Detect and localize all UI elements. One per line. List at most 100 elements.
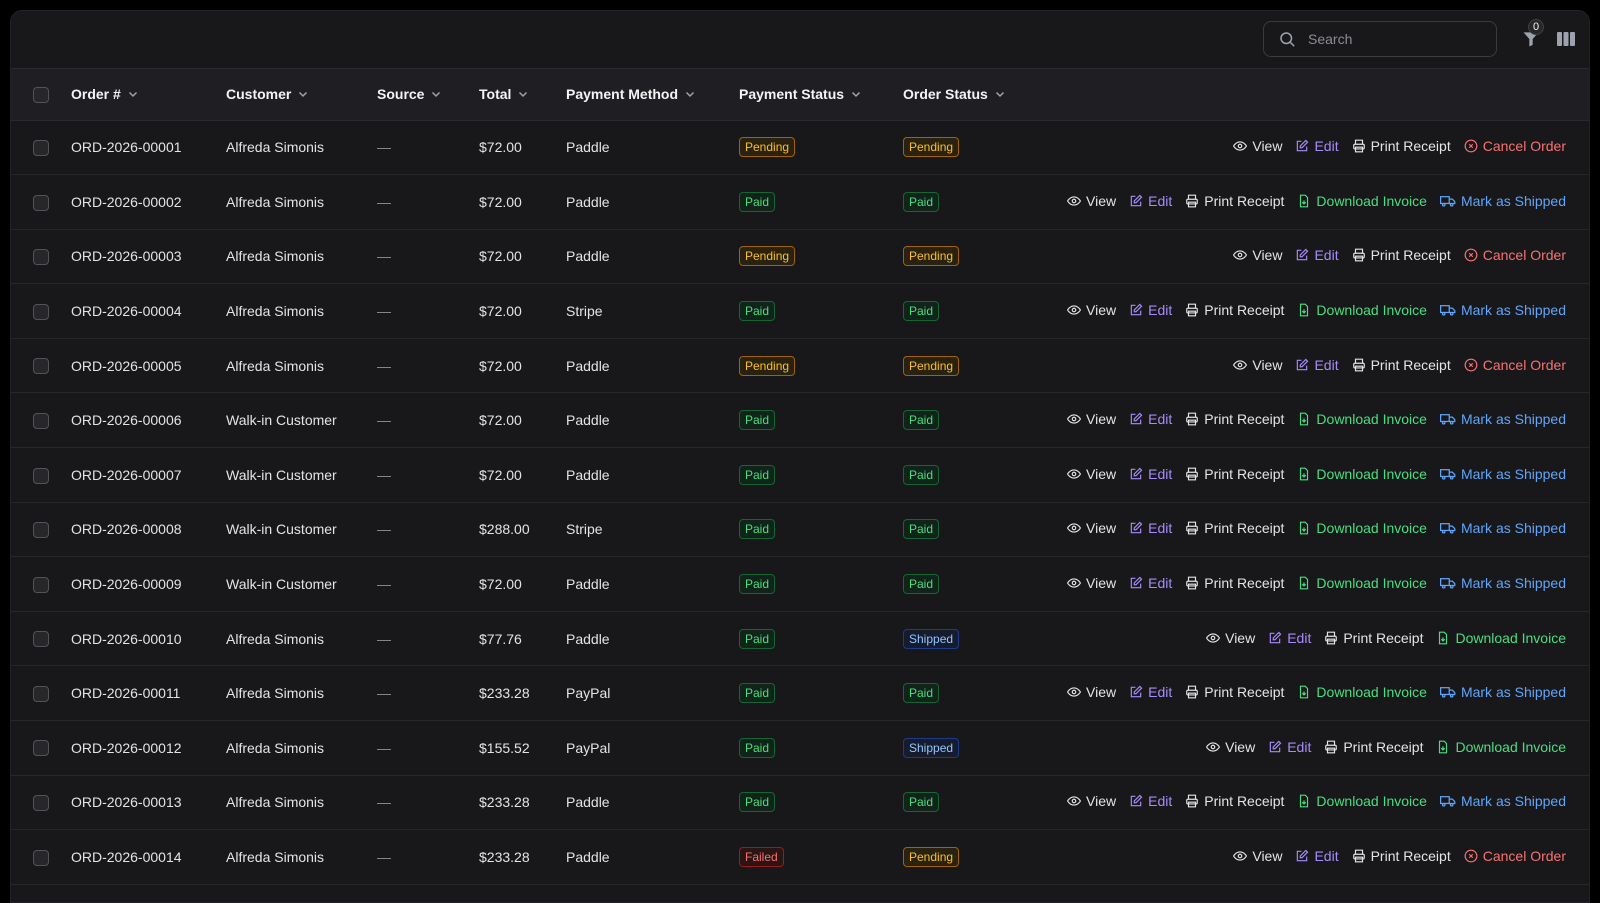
sort-order[interactable]: Order #	[71, 86, 139, 102]
header-order[interactable]: Order #	[71, 69, 226, 120]
view-button[interactable]: View	[1206, 630, 1255, 646]
table-row[interactable]: ORD-2026-00011 Alfreda Simonis — $233.28 Pay…	[11, 666, 1589, 721]
print-receipt-button[interactable]: Print Receipt	[1185, 302, 1284, 318]
table-row[interactable]: ORD-2026-00002 Alfreda Simonis — $72.00 Padd…	[11, 175, 1589, 230]
print-receipt-button[interactable]: Print Receipt	[1352, 848, 1451, 864]
print-receipt-button[interactable]: Print Receipt	[1185, 684, 1284, 700]
print-receipt-button[interactable]: Print Receipt	[1324, 739, 1423, 755]
view-button[interactable]: View	[1067, 302, 1116, 318]
download-invoice-button[interactable]: Download Invoice	[1297, 302, 1427, 318]
print-receipt-button[interactable]: Print Receipt	[1185, 575, 1284, 591]
row-checkbox[interactable]	[33, 631, 49, 648]
edit-button[interactable]: Edit	[1295, 357, 1339, 373]
edit-button[interactable]: Edit	[1129, 520, 1172, 536]
print-receipt-button[interactable]: Print Receipt	[1352, 138, 1451, 154]
row-checkbox[interactable]	[33, 303, 49, 320]
header-source[interactable]: Source	[377, 69, 479, 120]
view-button[interactable]: View	[1067, 575, 1116, 591]
view-button[interactable]: View	[1233, 357, 1282, 373]
cancel-order-button[interactable]: Cancel Order	[1464, 247, 1566, 263]
row-checkbox[interactable]	[33, 576, 49, 593]
view-button[interactable]: View	[1067, 520, 1116, 536]
header-payment-method[interactable]: Payment Method	[566, 69, 739, 120]
table-row[interactable]: ORD-2026-00005 Alfreda Simonis — $72.00 Padd…	[11, 338, 1589, 393]
table-row[interactable]: ORD-2026-00012 Alfreda Simonis — $155.52 Pay…	[11, 721, 1589, 776]
mark-as-shipped-button[interactable]: Mark as Shipped	[1439, 411, 1566, 427]
edit-button[interactable]: Edit	[1129, 193, 1172, 209]
sort-customer[interactable]: Customer	[226, 86, 309, 102]
search-box[interactable]	[1263, 21, 1497, 57]
download-invoice-button[interactable]: Download Invoice	[1297, 466, 1427, 482]
view-button[interactable]: View	[1067, 193, 1116, 209]
row-checkbox[interactable]	[33, 467, 49, 484]
view-button[interactable]: View	[1067, 411, 1116, 427]
row-checkbox[interactable]	[33, 139, 49, 156]
table-row[interactable]: ORD-2026-00004 Alfreda Simonis — $72.00 Stri…	[11, 284, 1589, 339]
view-button[interactable]: View	[1233, 848, 1282, 864]
cancel-order-button[interactable]: Cancel Order	[1464, 138, 1566, 154]
print-receipt-button[interactable]: Print Receipt	[1185, 520, 1284, 536]
table-row[interactable]: ORD-2026-00006 Walk-in Customer — $72.00 Pad…	[11, 393, 1589, 448]
edit-button[interactable]: Edit	[1129, 466, 1172, 482]
table-row[interactable]: ORD-2026-00003 Alfreda Simonis — $72.00 Padd…	[11, 229, 1589, 284]
view-button[interactable]: View	[1233, 247, 1282, 263]
print-receipt-button[interactable]: Print Receipt	[1185, 793, 1284, 809]
row-checkbox[interactable]	[33, 740, 49, 757]
edit-button[interactable]: Edit	[1295, 247, 1339, 263]
mark-as-shipped-button[interactable]: Mark as Shipped	[1439, 793, 1566, 809]
view-button[interactable]: View	[1067, 466, 1116, 482]
mark-as-shipped-button[interactable]: Mark as Shipped	[1439, 466, 1566, 482]
download-invoice-button[interactable]: Download Invoice	[1297, 520, 1427, 536]
edit-button[interactable]: Edit	[1129, 575, 1172, 591]
download-invoice-button[interactable]: Download Invoice	[1297, 575, 1427, 591]
table-row[interactable]: ORD-2026-00007 Walk-in Customer — $72.00 Pad…	[11, 448, 1589, 503]
print-receipt-button[interactable]: Print Receipt	[1185, 411, 1284, 427]
header-customer[interactable]: Customer	[226, 69, 377, 120]
download-invoice-button[interactable]: Download Invoice	[1297, 793, 1427, 809]
sort-source[interactable]: Source	[377, 86, 442, 102]
header-order-status[interactable]: Order Status	[903, 69, 1053, 120]
table-row[interactable]: ORD-2026-00009 Walk-in Customer — $72.00 Pad…	[11, 557, 1589, 612]
edit-button[interactable]: Edit	[1129, 411, 1172, 427]
row-checkbox[interactable]	[33, 412, 49, 429]
select-all-checkbox[interactable]	[33, 86, 49, 103]
filter-button[interactable]	[1521, 29, 1545, 51]
view-button[interactable]: View	[1233, 138, 1282, 154]
edit-button[interactable]: Edit	[1295, 848, 1339, 864]
row-checkbox[interactable]	[33, 249, 49, 266]
mark-as-shipped-button[interactable]: Mark as Shipped	[1439, 193, 1566, 209]
header-payment-status[interactable]: Payment Status	[739, 69, 903, 120]
print-receipt-button[interactable]: Print Receipt	[1185, 193, 1284, 209]
table-row[interactable]: ORD-2026-00010 Alfreda Simonis — $77.76 Padd…	[11, 611, 1589, 666]
cancel-order-button[interactable]: Cancel Order	[1464, 848, 1566, 864]
row-checkbox[interactable]	[33, 795, 49, 812]
sort-total[interactable]: Total	[479, 86, 529, 102]
search-input[interactable]	[1306, 30, 1480, 48]
print-receipt-button[interactable]: Print Receipt	[1352, 247, 1451, 263]
edit-button[interactable]: Edit	[1295, 138, 1339, 154]
column-toggle-button[interactable]	[1556, 30, 1576, 50]
download-invoice-button[interactable]: Download Invoice	[1436, 630, 1566, 646]
sort-order-status[interactable]: Order Status	[903, 86, 1006, 102]
row-checkbox[interactable]	[33, 194, 49, 211]
table-row[interactable]: ORD-2026-00008 Walk-in Customer — $288.00 St…	[11, 502, 1589, 557]
download-invoice-button[interactable]: Download Invoice	[1436, 739, 1566, 755]
print-receipt-button[interactable]: Print Receipt	[1185, 466, 1284, 482]
row-checkbox[interactable]	[33, 685, 49, 702]
cancel-order-button[interactable]: Cancel Order	[1464, 357, 1566, 373]
table-row[interactable]: ORD-2026-00001 Alfreda Simonis — $72.00 Padd…	[11, 120, 1589, 175]
row-checkbox[interactable]	[33, 358, 49, 375]
row-checkbox[interactable]	[33, 849, 49, 866]
edit-button[interactable]: Edit	[1268, 739, 1311, 755]
edit-button[interactable]: Edit	[1129, 684, 1172, 700]
edit-button[interactable]: Edit	[1268, 630, 1311, 646]
view-button[interactable]: View	[1067, 684, 1116, 700]
mark-as-shipped-button[interactable]: Mark as Shipped	[1439, 302, 1566, 318]
download-invoice-button[interactable]: Download Invoice	[1297, 684, 1427, 700]
mark-as-shipped-button[interactable]: Mark as Shipped	[1439, 684, 1566, 700]
print-receipt-button[interactable]: Print Receipt	[1352, 357, 1451, 373]
sort-payment-status[interactable]: Payment Status	[739, 86, 862, 102]
print-receipt-button[interactable]: Print Receipt	[1324, 630, 1423, 646]
download-invoice-button[interactable]: Download Invoice	[1297, 411, 1427, 427]
header-total[interactable]: Total	[479, 69, 566, 120]
